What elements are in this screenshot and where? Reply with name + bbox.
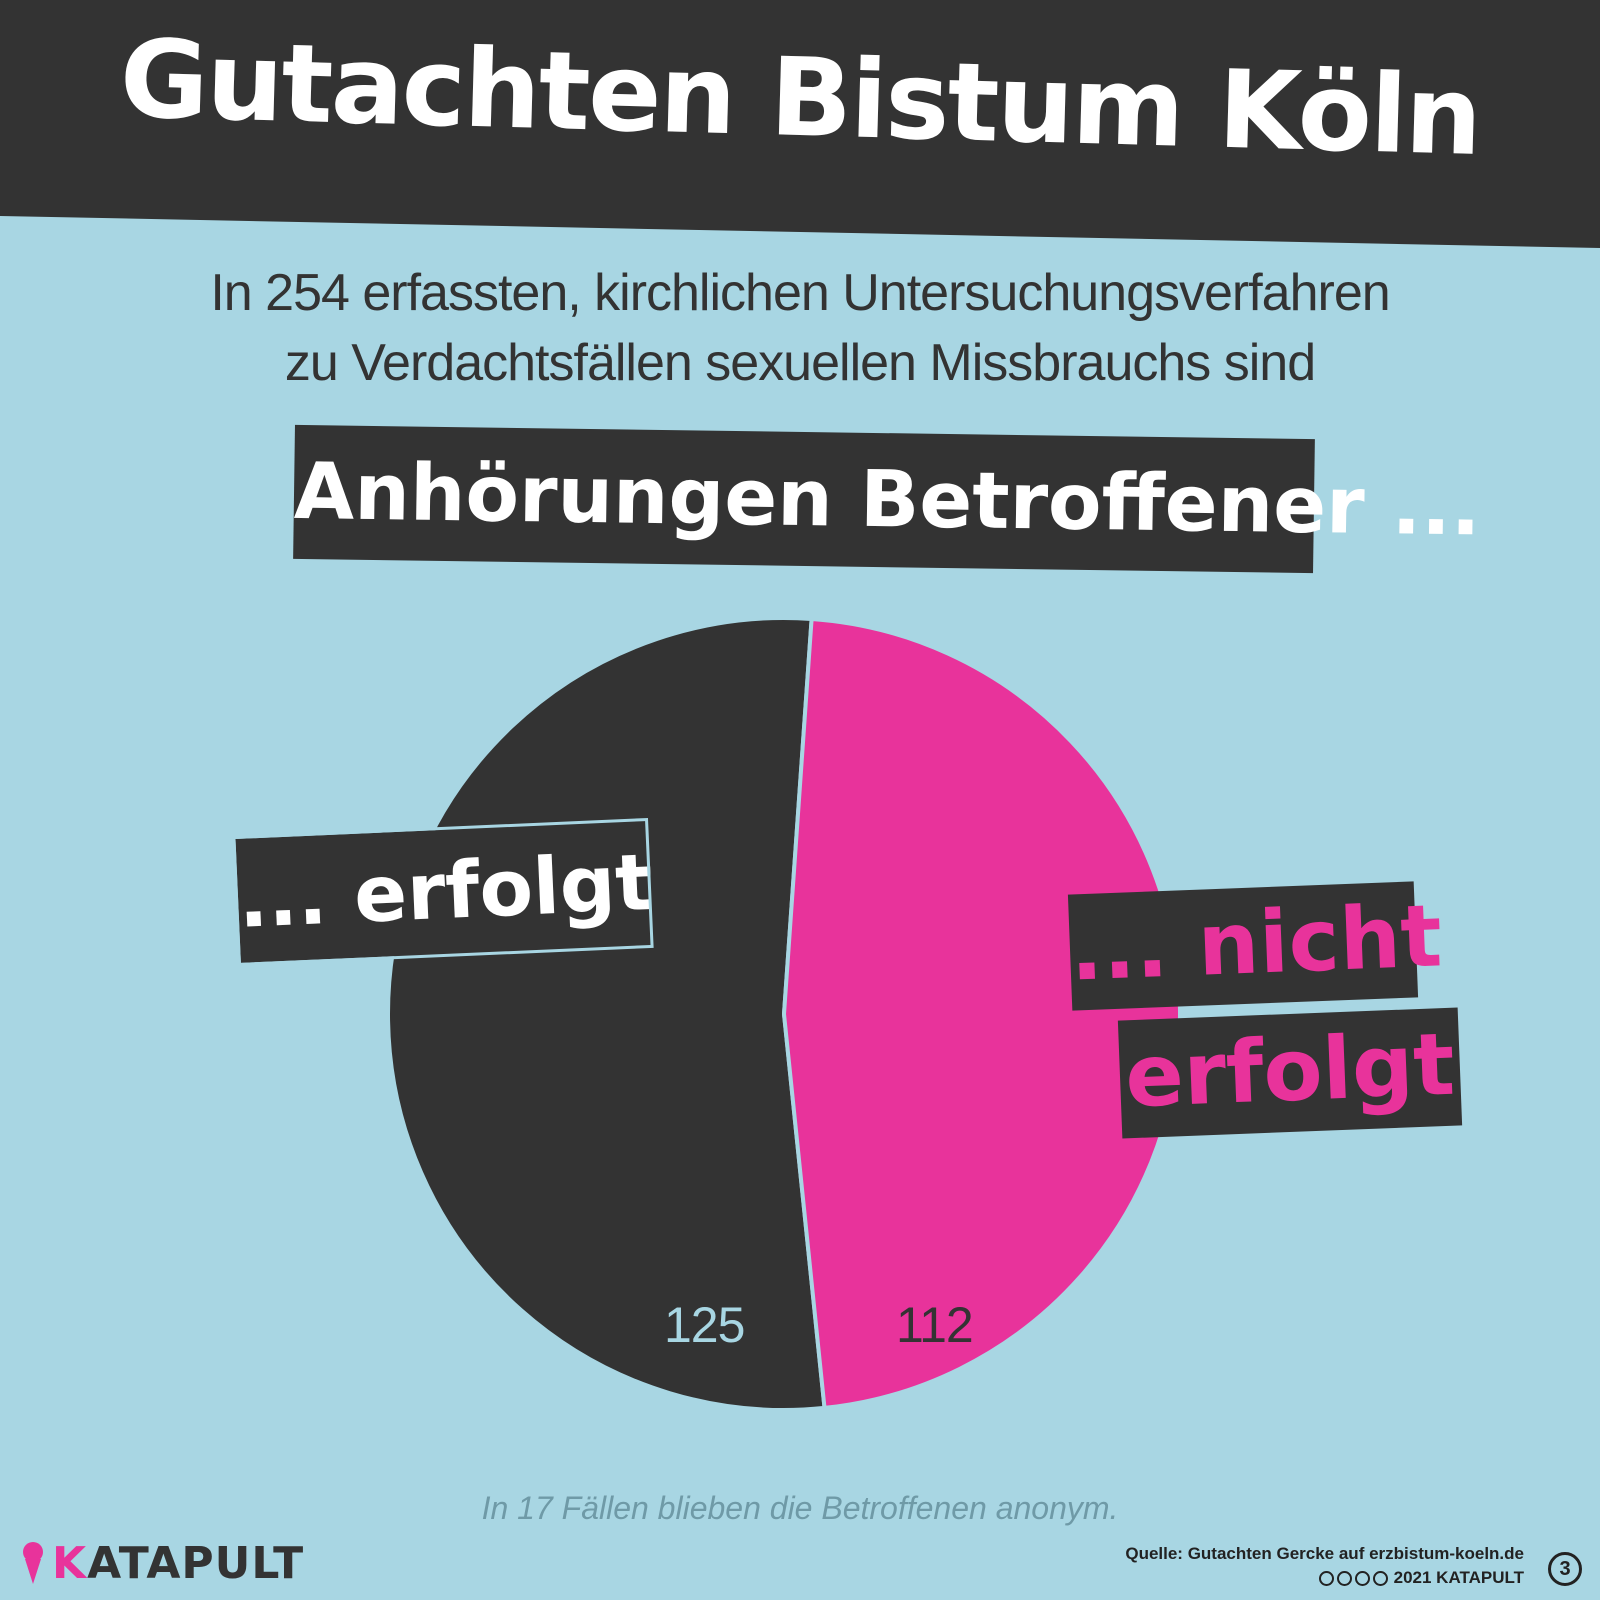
nc-icon	[1354, 1571, 1370, 1587]
subtitle-line-1: In 254 erfassten, kirchlichen Untersuchu…	[210, 264, 1390, 322]
source-text: Quelle: Gutachten Gercke auf erzbistum-k…	[1125, 1544, 1524, 1563]
footnote: In 17 Fällen blieben die Betroffenen ano…	[481, 1490, 1119, 1526]
nd-icon	[1372, 1571, 1388, 1587]
creative-commons-icon	[1318, 1571, 1334, 1587]
ice-cream-logo-icon	[23, 1542, 43, 1584]
value-label-nicht-erfolgt: 112	[896, 1297, 974, 1353]
pie-slice-nicht-erfolgt	[781, 616, 1182, 1411]
label-nicht: ... nicht	[1067, 881, 1444, 1011]
brand-initial: K	[52, 1537, 88, 1589]
pie-slice-erfolgt	[386, 616, 827, 1412]
brand-logo: KATAPULT	[22, 1538, 304, 1589]
page-number-badge: 3	[1548, 1552, 1582, 1586]
header-band	[0, 0, 1600, 248]
label-nicht-erfolgt: erfolgt	[1117, 1007, 1463, 1139]
brand-name: KATAPULT	[52, 1538, 304, 1589]
license-line: 2021 KATAPULT	[1125, 1566, 1524, 1590]
value-label-erfolgt: 125	[664, 1297, 745, 1353]
subtitle-line-2: zu Verdachtsfällen sexuellen Missbrauchs…	[284, 334, 1316, 392]
by-icon	[1336, 1571, 1352, 1587]
copyright-text: 2021 KATAPULT	[1393, 1568, 1524, 1587]
source-credit: Quelle: Gutachten Gercke auf erzbistum-k…	[1125, 1542, 1524, 1590]
label-erfolgt: ... erfolgt	[232, 817, 655, 967]
license-icons	[1318, 1571, 1388, 1587]
subtitle: In 254 erfassten, kirchlichen Untersuchu…	[80, 258, 1520, 398]
brand-rest: ATAPULT	[87, 1537, 305, 1589]
